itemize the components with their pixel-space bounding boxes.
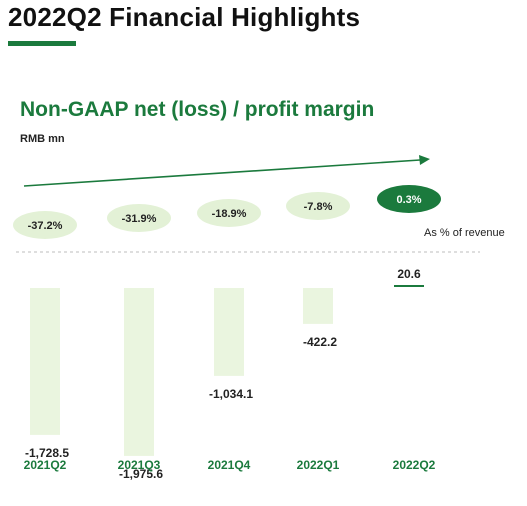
category-label: 2021Q2 <box>24 458 67 472</box>
margin-label: -31.9% <box>122 213 157 225</box>
value-label: -422.2 <box>303 335 337 349</box>
value-labels: -1,728.5 -1,975.6 -1,034.1 -422.2 20.6 <box>25 267 421 481</box>
margin-bubble <box>197 199 261 227</box>
margin-bubble <box>377 185 441 213</box>
margin-bubble <box>107 204 171 232</box>
category-labels: 2021Q2 2021Q3 2021Q4 2022Q1 2022Q2 <box>24 458 436 472</box>
trend-arrow-head <box>419 155 430 165</box>
margin-bubbles: -37.2% -31.9% -18.9% -7.8% 0.3% <box>13 185 441 239</box>
chart-unit-label: RMB mn <box>20 133 65 145</box>
margin-bubble <box>13 211 77 239</box>
margin-bubble <box>286 192 350 220</box>
trend-arrow-line <box>23 159 421 187</box>
margin-label: -7.8% <box>304 201 333 213</box>
category-label: 2022Q2 <box>393 458 436 472</box>
category-label: 2022Q1 <box>297 458 340 472</box>
bar <box>124 288 154 456</box>
bar <box>214 288 244 376</box>
value-label: -1,975.6 <box>119 467 163 481</box>
margin-label: -18.9% <box>212 208 247 220</box>
category-label: 2021Q3 <box>118 458 161 472</box>
value-label: -1,034.1 <box>209 387 253 401</box>
trend-arrow <box>23 155 430 187</box>
value-label: -1,728.5 <box>25 446 69 460</box>
bar <box>30 288 60 435</box>
margin-label: -37.2% <box>28 220 63 232</box>
chart-bars <box>30 285 424 456</box>
bar <box>394 285 424 287</box>
title-underline <box>8 41 76 46</box>
margin-note: As % of revenue <box>424 227 505 239</box>
chart-title: Non-GAAP net (loss) / profit margin <box>20 98 375 121</box>
margin-label: 0.3% <box>396 194 421 206</box>
page-title: 2022Q2 Financial Highlights <box>8 2 361 32</box>
value-label: 20.6 <box>397 267 421 281</box>
category-label: 2021Q4 <box>208 458 251 472</box>
bar <box>303 288 333 324</box>
